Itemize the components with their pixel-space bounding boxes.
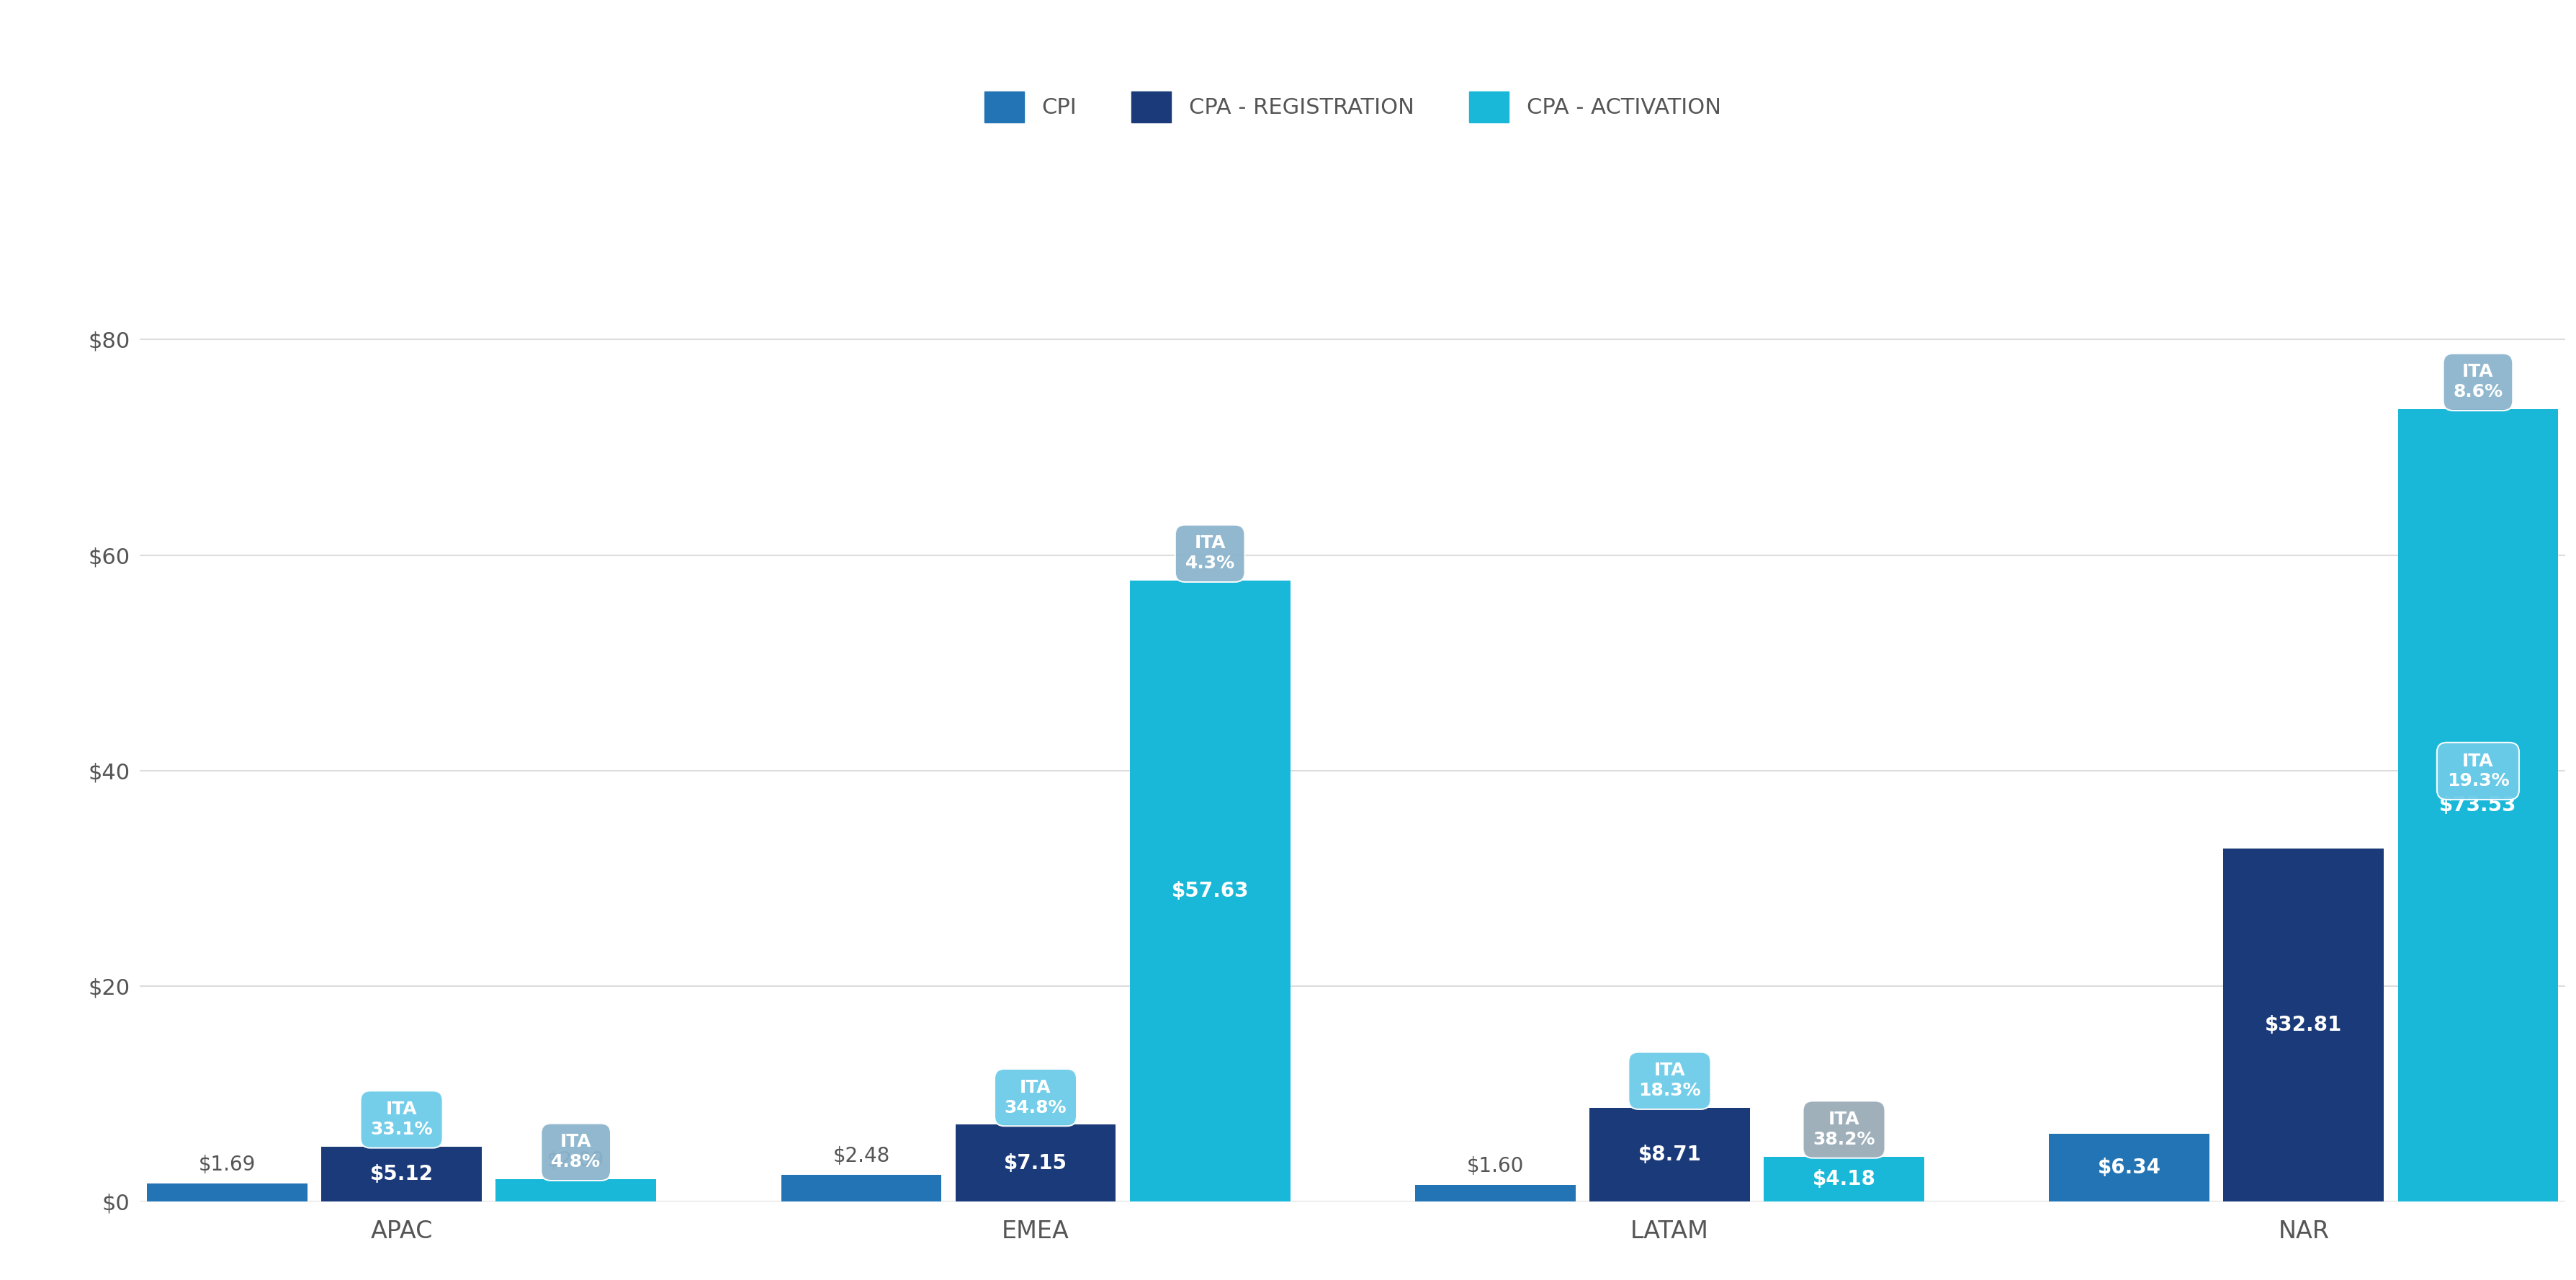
Text: ITA
18.3%: ITA 18.3% (1638, 1062, 1700, 1100)
Text: $1.69: $1.69 (198, 1155, 255, 1175)
Bar (1765, 1157, 1924, 1202)
Bar (495, 1179, 657, 1202)
Bar (2048, 1134, 2210, 1202)
Bar (2223, 849, 2383, 1202)
Text: $1.60: $1.60 (1466, 1156, 1525, 1176)
Bar (322, 1147, 482, 1202)
Legend: CPI, CPA - REGISTRATION, CPA - ACTIVATION: CPI, CPA - REGISTRATION, CPA - ACTIVATIO… (976, 83, 1728, 132)
Text: $4.18: $4.18 (1814, 1169, 1875, 1189)
Text: ITA
34.8%: ITA 34.8% (1005, 1079, 1066, 1116)
Text: ITA
19.3%: ITA 19.3% (2447, 753, 2509, 790)
Text: ITA
38.2%: ITA 38.2% (1814, 1111, 1875, 1148)
Text: $7.15: $7.15 (1005, 1153, 1066, 1174)
Bar (781, 1175, 940, 1202)
Text: ITA
4.3%: ITA 4.3% (1185, 535, 1234, 572)
Text: ITA
4.8%: ITA 4.8% (551, 1133, 600, 1171)
Text: $6.34: $6.34 (2097, 1157, 2161, 1178)
Text: $2.48: $2.48 (832, 1147, 889, 1166)
Text: $32.81: $32.81 (2264, 1015, 2342, 1036)
Bar (2398, 410, 2558, 1202)
Bar (956, 1125, 1115, 1202)
Text: ITA
8.6%: ITA 8.6% (2452, 364, 2504, 401)
Bar (1589, 1108, 1749, 1202)
Text: $2.09: $2.09 (546, 1151, 605, 1171)
Bar (1414, 1184, 1577, 1202)
Text: $57.63: $57.63 (1172, 881, 1249, 901)
Text: $8.71: $8.71 (1638, 1144, 1700, 1165)
Bar (147, 1184, 307, 1202)
Text: $5.12: $5.12 (371, 1164, 433, 1184)
Text: ITA
33.1%: ITA 33.1% (371, 1101, 433, 1138)
Bar (1131, 581, 1291, 1202)
Text: $73.53: $73.53 (2439, 795, 2517, 815)
